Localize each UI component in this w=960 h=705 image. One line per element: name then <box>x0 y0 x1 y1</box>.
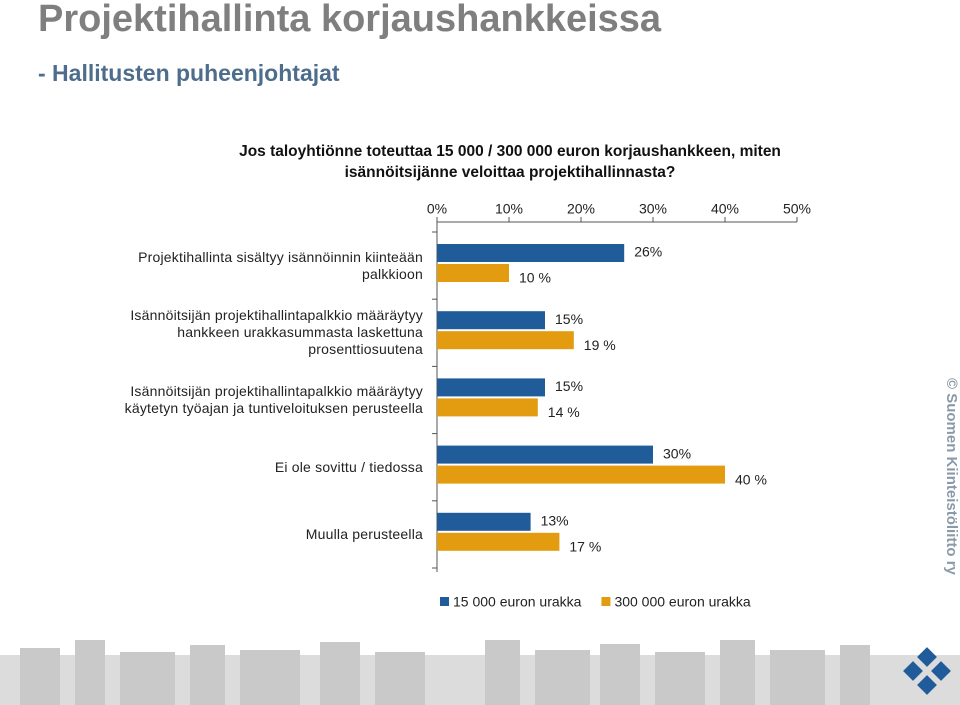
slide-title: Projektihallinta korjaushankkeissa <box>38 0 662 40</box>
legend-swatch <box>440 597 449 606</box>
bar <box>437 532 560 551</box>
bar <box>437 244 625 262</box>
chart-title: Jos taloyhtiönne toteuttaa 15 000 / 300 … <box>239 143 781 181</box>
legend-swatch <box>601 597 611 606</box>
value-label: 13% <box>541 513 569 529</box>
x-tick-label: 20% <box>567 201 595 217</box>
legend-label: 15 000 euron urakka <box>453 594 582 610</box>
bar <box>437 445 653 464</box>
footer-decoration <box>0 640 960 705</box>
legend-label: 300 000 euron urakka <box>614 594 750 610</box>
value-label: 14 % <box>548 404 580 420</box>
bar <box>437 465 725 484</box>
x-tick-label: 40% <box>711 201 739 217</box>
slide-subtitle: - Hallitusten puheenjohtajat <box>38 60 340 86</box>
value-label: 15% <box>555 311 583 327</box>
category-label: Muulla perusteella <box>305 525 423 542</box>
value-label: 26% <box>634 244 662 260</box>
value-label: 15% <box>555 378 583 394</box>
value-label: 17 % <box>569 539 601 555</box>
x-tick-label: 50% <box>783 201 811 217</box>
value-label: 19 % <box>584 337 616 353</box>
category-label: Isännöitsijän projektihallintapalkkio mä… <box>130 307 423 358</box>
x-tick-label: 0% <box>427 201 447 217</box>
bar <box>437 331 574 350</box>
category-label: Projektihallinta sisältyy isännöinnin ki… <box>138 248 423 282</box>
category-label: Ei ole sovittu / tiedossa <box>274 458 423 475</box>
bar <box>437 378 545 397</box>
bar <box>437 264 509 282</box>
bar <box>437 398 538 417</box>
bar <box>437 311 545 330</box>
category-label: Isännöitsijän projektihallintapalkkio mä… <box>124 382 423 416</box>
value-label: 10 % <box>519 270 551 286</box>
value-label: 40 % <box>735 471 767 487</box>
bar <box>437 512 531 531</box>
x-tick-label: 30% <box>639 201 667 217</box>
value-label: 30% <box>663 445 691 461</box>
logo <box>903 647 951 695</box>
x-tick-label: 10% <box>495 201 523 217</box>
